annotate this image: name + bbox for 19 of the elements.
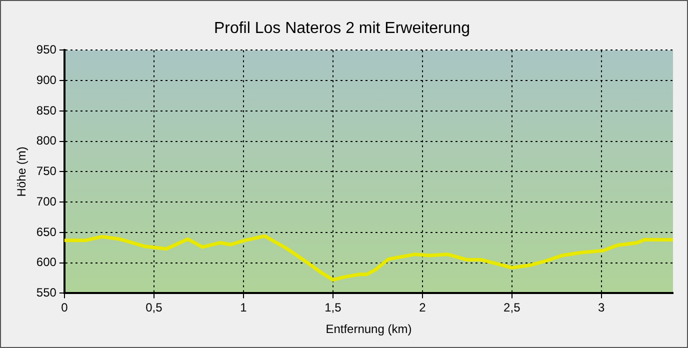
y-tick-label: 550 xyxy=(36,286,57,300)
x-tick-label: 1,5 xyxy=(324,300,342,315)
x-tick-label: 3 xyxy=(598,300,606,315)
y-tick-label: 650 xyxy=(36,224,57,239)
y-tick-label: 950 xyxy=(36,42,57,57)
x-axis-title: Entfernung (km) xyxy=(326,322,412,336)
y-tick-label: 750 xyxy=(36,164,57,178)
chart-title: Profil Los Nateros 2 mit Erweiterung xyxy=(214,20,470,38)
y-tick-label: 900 xyxy=(36,72,57,87)
y-tick-label: 600 xyxy=(36,255,57,270)
x-tick-label: 0,5 xyxy=(146,300,163,315)
x-tick-label: 1 xyxy=(240,300,248,315)
x-tick-label: 2,5 xyxy=(504,300,521,315)
y-tick-label: 800 xyxy=(36,134,57,148)
y-axis-title: Höhe (m) xyxy=(14,146,29,197)
y-tick-label: 850 xyxy=(36,103,57,118)
y-tick-label: 700 xyxy=(36,194,57,208)
x-tick-label: 2 xyxy=(419,300,426,315)
x-tick-label: 0 xyxy=(61,300,68,315)
